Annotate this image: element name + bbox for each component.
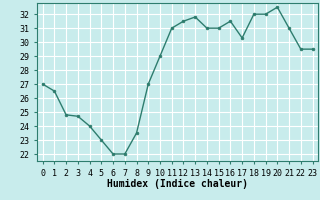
X-axis label: Humidex (Indice chaleur): Humidex (Indice chaleur) <box>107 179 248 189</box>
